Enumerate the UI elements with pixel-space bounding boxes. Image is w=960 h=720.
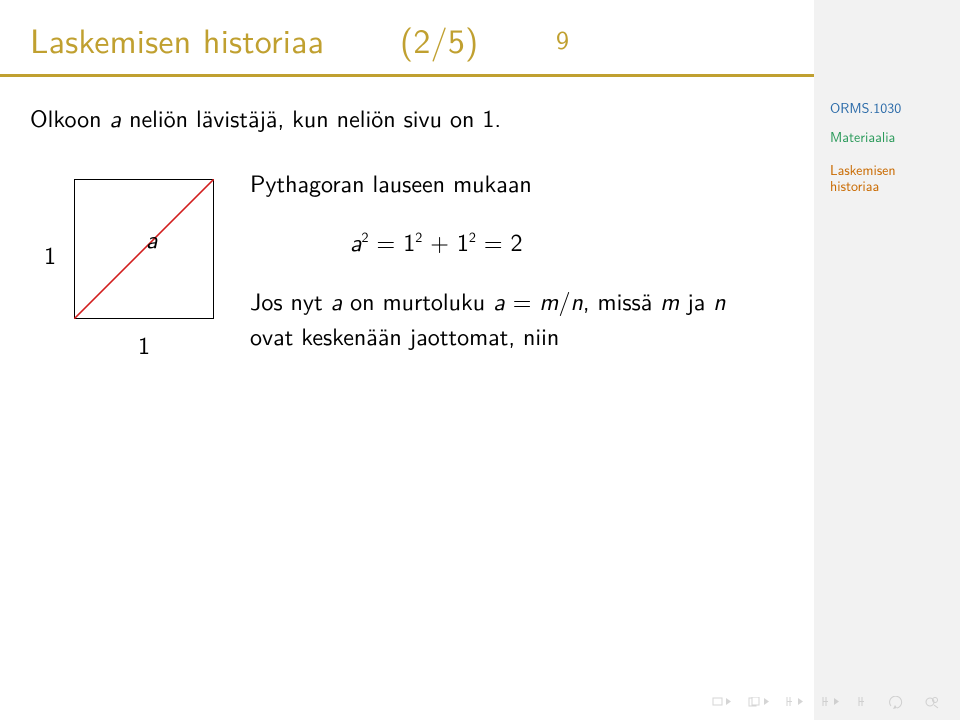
sidebar-course-code[interactable]: ORMS.1030 xyxy=(830,100,960,117)
body-line-2: Jos nyt a on murtoluku a = m/n, missä m … xyxy=(250,283,800,318)
slide-number: 9 xyxy=(556,20,569,58)
slide-title: Laskemisen historiaa xyxy=(30,14,324,64)
intro-var-a: a xyxy=(110,100,122,135)
label-diagonal-a: a xyxy=(146,221,158,256)
b2l: n xyxy=(713,283,725,318)
b2h: n xyxy=(570,283,582,318)
diagonal-line xyxy=(74,179,214,319)
beamer-nav-bar xyxy=(712,696,940,710)
b2a: Jos nyt xyxy=(250,283,331,318)
sidebar-section-link[interactable]: Laskemisen historiaa xyxy=(830,162,940,196)
intro-text-a: Olkoon xyxy=(30,100,110,135)
nav-prev-icon[interactable] xyxy=(786,697,806,709)
intro-text-c: neliön lävistäjä, kun neliön sivu on 1. xyxy=(121,100,501,135)
nav-prev-section-icon[interactable] xyxy=(748,697,770,709)
b2i: , missä xyxy=(583,283,660,318)
pythag-line: Pythagoran lauseen mukaan xyxy=(250,165,800,200)
body-line-3: ovat keskenään jaottomat, niin xyxy=(250,318,800,353)
b2f: m xyxy=(539,283,558,318)
b2c: on murtoluku xyxy=(342,283,493,318)
diagram-text-row: 1 1 a Pythagoran lauseen mukaan a2 = 12 … xyxy=(30,165,800,375)
body-text-column: Pythagoran lauseen mukaan a2 = 12 + 12 =… xyxy=(250,165,800,353)
b2b: a xyxy=(331,283,343,318)
sidebar: ORMS.1030 Materiaalia Laskemisen histori… xyxy=(814,0,960,720)
sidebar-materials-link[interactable]: Materiaalia xyxy=(830,129,960,146)
b2j: m xyxy=(660,283,679,318)
eq-sup1: 2 xyxy=(362,227,369,247)
nav-first-icon[interactable] xyxy=(712,697,732,709)
content-area: Olkoon a neliön lävistäjä, kun neliön si… xyxy=(30,100,800,375)
nav-next-icon[interactable] xyxy=(822,697,842,709)
label-left-1: 1 xyxy=(44,237,56,272)
equation: a2 = 12 + 12 = 2 xyxy=(350,224,800,259)
b2d: a xyxy=(493,283,505,318)
b2e: = xyxy=(505,283,540,318)
b2g: / xyxy=(558,283,570,318)
label-bottom-1: 1 xyxy=(138,327,150,362)
nav-back-icon[interactable] xyxy=(888,696,908,710)
b2k: ja xyxy=(679,283,713,318)
eq-r1: = 1 xyxy=(369,224,416,259)
eq-eq: = 2 xyxy=(476,224,523,259)
slide-root: Laskemisen historiaa (2/5) 9 ORMS.1030 M… xyxy=(0,0,960,720)
eq-plus: + 1 xyxy=(422,224,469,259)
square-diagonal xyxy=(74,179,214,319)
square-diagram: 1 1 a xyxy=(30,165,230,375)
nav-search-icon[interactable] xyxy=(924,696,940,710)
eq-sup3: 2 xyxy=(469,227,476,247)
intro-line: Olkoon a neliön lävistäjä, kun neliön si… xyxy=(30,100,800,135)
eq-a: a xyxy=(350,224,362,259)
slide-subcount: (2/5) xyxy=(400,14,478,64)
nav-goto-icon[interactable] xyxy=(858,697,872,709)
